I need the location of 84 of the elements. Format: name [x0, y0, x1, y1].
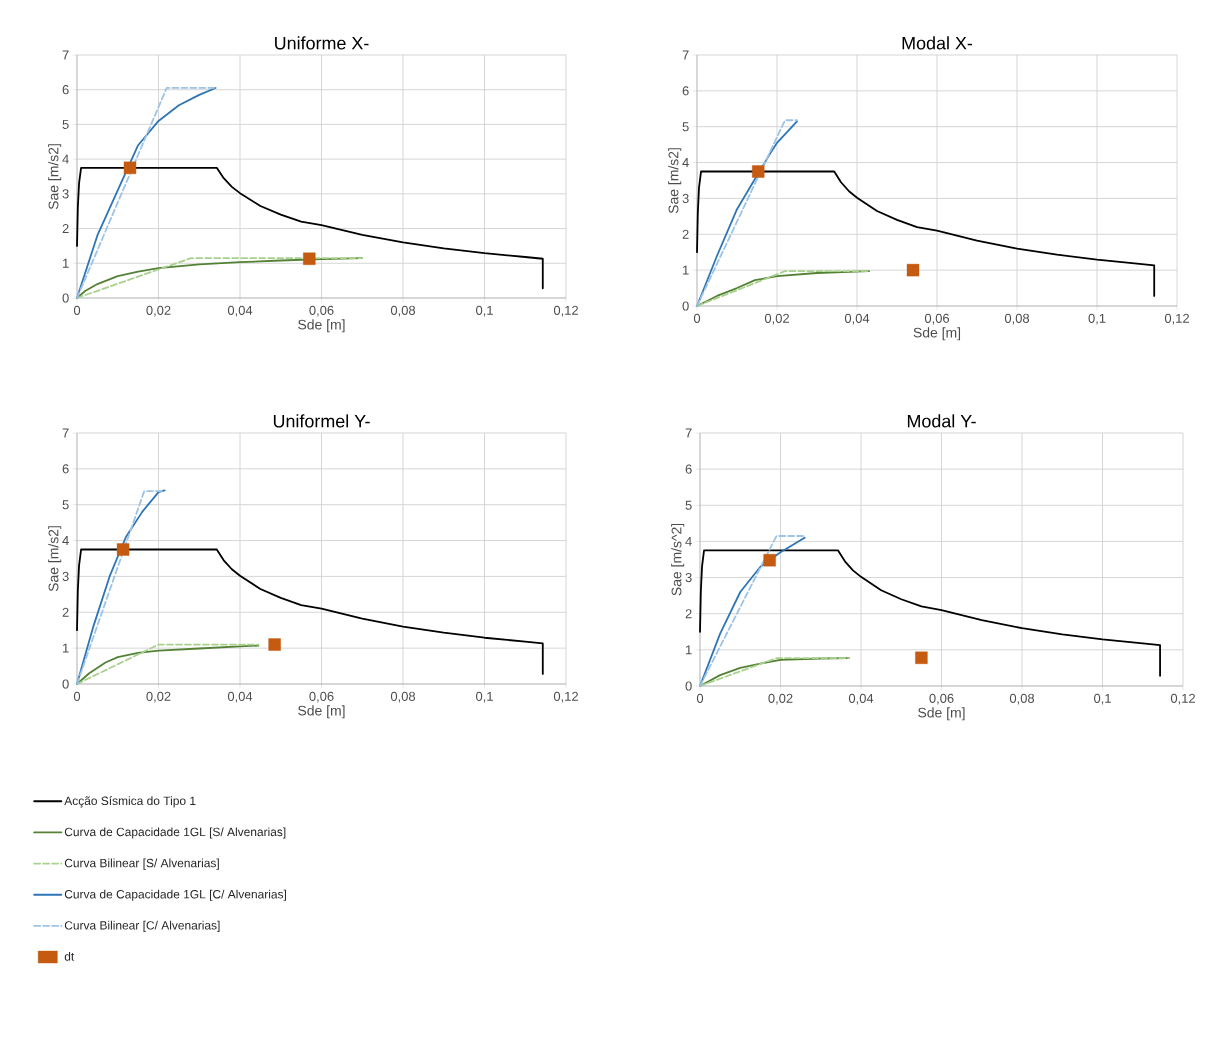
x-tick-label: 0,1 — [476, 305, 493, 317]
legend-label: Curva Bilinear [C/ Alvenarias] — [64, 920, 220, 932]
y-tick-label: 0 — [62, 679, 69, 689]
x-tick-label: 0,04 — [227, 305, 253, 317]
x-tick-label: 0,1 — [476, 691, 493, 703]
x-tick-label: 0 — [696, 693, 704, 703]
x-tick-label: 0,08 — [390, 305, 416, 317]
line-series — [76, 548, 544, 675]
y-tick-label: 7 — [62, 50, 69, 60]
chart-title: Uniformel Y- — [273, 414, 370, 428]
x-tick-label: 0 — [693, 313, 701, 323]
x-tick-label: 0,12 — [1164, 313, 1189, 325]
y-axis-title: Sae [m/s2] — [48, 144, 62, 210]
x-tick-label: 0,04 — [227, 691, 253, 703]
chart-title: Uniforme X- — [275, 36, 369, 50]
x-tick-label: 0,08 — [390, 691, 416, 703]
y-tick-label: 4 — [62, 154, 69, 164]
x-tick-label: 0,04 — [844, 313, 870, 325]
y-tick-label: 2 — [62, 224, 69, 234]
y-tick-label: 5 — [62, 119, 69, 129]
y-tick-label: 2 — [62, 607, 69, 617]
x-tick-label: 0,06 — [929, 693, 954, 705]
x-tick-label: 0,02 — [764, 313, 789, 325]
x-tick-label: 0,06 — [924, 313, 950, 325]
y-tick-label: 3 — [62, 189, 69, 199]
y-tick-label: 4 — [685, 536, 692, 546]
x-tick-label: 0,12 — [553, 305, 578, 317]
line-series — [76, 257, 364, 299]
x-tick-label: 0 — [73, 305, 81, 315]
y-tick-label: 3 — [62, 571, 69, 581]
x-tick-label: 0,08 — [1009, 693, 1035, 705]
y-tick-label: 1 — [686, 645, 692, 655]
x-tick-label: 0 — [73, 691, 81, 701]
y-tick-label: 4 — [62, 536, 69, 546]
x-tick-label: 0,1 — [1088, 313, 1106, 325]
chart-title: Modal X- — [902, 36, 973, 50]
y-tick-label: 3 — [685, 572, 692, 583]
x-tick-label: 0,02 — [768, 693, 793, 705]
line-series — [696, 170, 1156, 297]
x-tick-label: 0,04 — [848, 693, 874, 705]
x-axis-title: Sde [m] — [298, 705, 345, 719]
x-tick-label: 0,12 — [1170, 693, 1195, 705]
x-axis-title: Sde [m] — [918, 707, 965, 721]
x-tick-label: 0,1 — [1094, 693, 1111, 705]
chart-title: Modal Y- — [907, 414, 976, 428]
y-tick-label: 5 — [62, 500, 69, 510]
x-tick-label: 0,08 — [1004, 313, 1030, 325]
legend-label: dt — [64, 951, 75, 961]
y-tick-label: 3 — [682, 193, 689, 203]
legend-label: Acção Sísmica do Tipo 1 — [64, 796, 196, 808]
y-tick-label: 6 — [682, 86, 689, 96]
y-tick-label: 5 — [685, 500, 692, 510]
y-tick-label: 7 — [685, 428, 692, 438]
x-axis-title: Sde [m] — [298, 319, 345, 333]
x-tick-label: 0,12 — [553, 691, 578, 703]
line-series — [696, 270, 870, 307]
line-series — [76, 166, 544, 290]
legend-label: Curva de Capacidade 1GL [C/ Alvenarias] — [64, 889, 286, 901]
y-tick-label: 1 — [63, 258, 69, 268]
line-series — [699, 657, 850, 687]
y-axis-title: Sae [m/s^2] — [671, 523, 685, 596]
y-tick-label: 6 — [62, 464, 69, 474]
y-tick-label: 0 — [685, 681, 692, 691]
y-axis-title: Sae [m/s2] — [668, 148, 682, 214]
legend-label: Curva de Capacidade 1GL [S/ Alvenarias] — [64, 827, 286, 839]
legend-label: Curva Bilinear [S/ Alvenarias] — [64, 858, 219, 870]
x-tick-label: 0,02 — [146, 691, 171, 703]
x-tick-label: 0,02 — [146, 305, 171, 317]
x-tick-label: 0,06 — [309, 305, 334, 317]
x-axis-title: Sde [m] — [913, 327, 961, 341]
y-tick-label: 0 — [62, 293, 69, 303]
y-tick-label: 7 — [682, 50, 689, 60]
y-tick-label: 4 — [682, 158, 689, 168]
y-tick-label: 2 — [685, 609, 692, 619]
y-tick-label: 1 — [683, 265, 689, 275]
y-tick-label: 5 — [682, 122, 689, 132]
x-tick-label: 0,06 — [309, 691, 334, 703]
y-tick-label: 1 — [63, 643, 69, 653]
y-tick-label: 6 — [685, 464, 692, 474]
y-tick-label: 6 — [62, 85, 69, 95]
y-axis-title: Sae [m/s2] — [48, 526, 62, 592]
y-tick-label: 2 — [682, 229, 689, 239]
y-tick-label: 7 — [62, 428, 69, 438]
line-series — [699, 549, 1161, 677]
